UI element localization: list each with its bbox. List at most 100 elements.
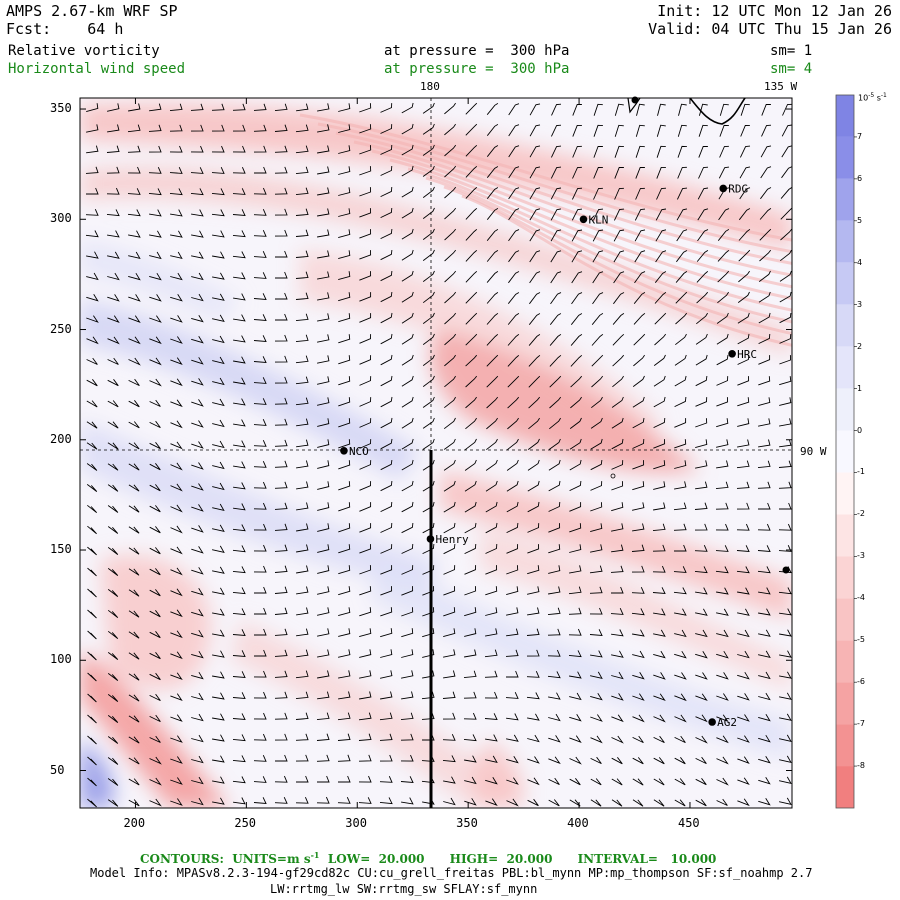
wind-barb <box>211 103 225 111</box>
wind-barb <box>569 565 582 574</box>
wind-barb <box>169 188 183 196</box>
wind-barb <box>654 291 667 304</box>
wind-barb <box>592 208 604 221</box>
wind-barb <box>338 586 351 596</box>
vorticity-streak <box>425 176 792 324</box>
wind-barb <box>253 293 267 301</box>
wind-barb <box>486 354 499 367</box>
wind-barb <box>211 209 225 217</box>
wind-barb <box>380 691 393 700</box>
wind-barb <box>506 565 519 575</box>
wind-barb <box>253 272 267 279</box>
wind-barb <box>212 251 225 259</box>
wind-barb <box>779 502 792 510</box>
wind-barb <box>632 460 645 470</box>
wind-barb <box>170 735 183 743</box>
wind-barb <box>170 777 183 785</box>
wind-barb <box>253 670 267 678</box>
wind-barb <box>253 712 267 720</box>
vorticity-streak <box>371 149 792 289</box>
wind-barb <box>86 272 99 281</box>
wind-barb <box>779 671 792 679</box>
wind-barb <box>780 187 792 199</box>
wind-barb <box>274 691 288 699</box>
wind-barb <box>86 103 99 113</box>
wind-barb <box>274 439 288 447</box>
wind-barb <box>485 798 498 807</box>
wind-barb <box>717 291 729 304</box>
wind-barb <box>443 670 456 679</box>
wind-barb <box>779 439 792 448</box>
wind-barb <box>253 356 267 364</box>
wind-barb <box>443 501 456 513</box>
wind-barb <box>380 354 393 366</box>
colorbar-cell <box>836 514 854 557</box>
wind-barb <box>590 735 603 744</box>
wind-barb <box>191 399 204 407</box>
wind-barb <box>191 776 204 785</box>
wind-barb <box>695 460 708 469</box>
wind-barb <box>253 377 267 384</box>
wind-barb <box>551 103 562 116</box>
wind-barb <box>107 336 120 345</box>
wind-barb <box>232 671 246 679</box>
wind-barb <box>212 587 225 595</box>
vorticity-band <box>80 103 792 251</box>
wind-barb <box>758 734 771 743</box>
station-marker <box>728 349 736 358</box>
wind-barb <box>778 481 792 489</box>
wind-barb <box>359 229 372 239</box>
wind-barb <box>486 229 499 241</box>
wind-barb <box>106 187 120 195</box>
wind-barb <box>569 544 582 553</box>
wind-barb <box>632 481 645 491</box>
wind-barb <box>508 229 520 242</box>
wind-barb <box>191 293 204 302</box>
wind-barb <box>190 124 204 132</box>
colorbar-label: -7 <box>857 719 865 729</box>
wind-barb <box>380 544 393 554</box>
wind-barb <box>358 712 372 721</box>
wind-barb <box>611 693 624 701</box>
colorbar-label: 3 <box>857 299 863 309</box>
wind-barb <box>758 756 771 764</box>
contours-info: CONTOURS: UNITS=m s-1 LOW= 20.000 HIGH= … <box>140 850 717 866</box>
wind-barb <box>758 777 771 785</box>
wind-barb <box>127 145 141 153</box>
wind-barb <box>212 608 225 616</box>
wind-barb <box>508 271 520 284</box>
wind-barb <box>673 566 687 573</box>
wind-barb <box>232 145 246 153</box>
wind-barb <box>379 733 393 741</box>
wind-barb <box>527 756 540 764</box>
wind-barb <box>737 418 750 427</box>
vorticity-band <box>80 650 230 808</box>
wind-barb <box>547 649 561 657</box>
wind-barb <box>549 417 561 430</box>
wind-barb <box>484 649 498 658</box>
lon-label-180: 180 <box>420 80 440 93</box>
wind-barb <box>317 208 330 217</box>
wind-barb <box>170 420 183 429</box>
wind-barb <box>338 502 351 512</box>
wind-barb <box>465 144 478 157</box>
wind-barb <box>634 271 646 284</box>
wind-barb <box>443 776 456 784</box>
wind-barb <box>464 501 477 513</box>
wind-barb <box>191 378 204 386</box>
wind-barb <box>611 714 624 723</box>
wind-barb <box>380 459 393 471</box>
wind-barb <box>758 355 771 365</box>
wind-barb <box>317 775 330 783</box>
wind-barb <box>380 249 393 261</box>
wind-barb <box>611 544 624 553</box>
wind-barb <box>737 312 750 324</box>
wind-barb <box>591 354 604 367</box>
wind-barb <box>548 777 560 786</box>
wind-barb <box>359 502 372 512</box>
wind-barb <box>295 208 309 216</box>
wind-barb <box>572 166 582 179</box>
wind-barb <box>757 523 771 531</box>
wind-barb <box>484 713 498 721</box>
wind-barb <box>548 459 561 471</box>
